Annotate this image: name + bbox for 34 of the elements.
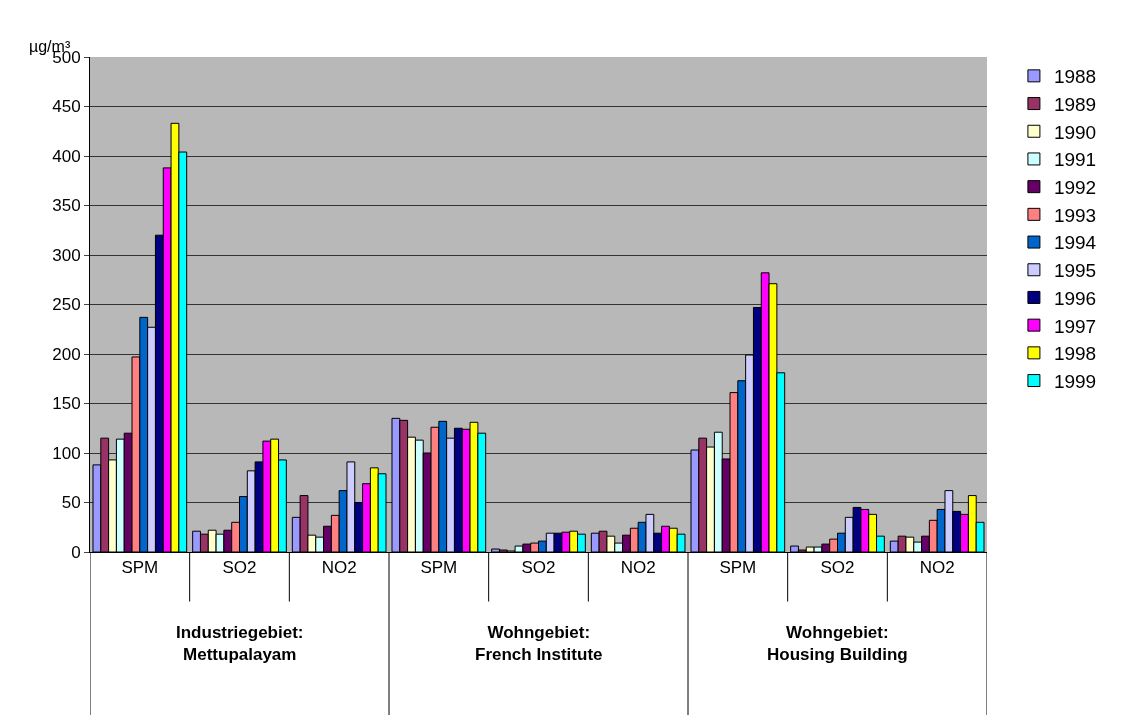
text: Wohngebiet: Housing Building bbox=[767, 623, 908, 665]
legend-label: 1993 bbox=[1053, 204, 1097, 226]
legend-label: 1999 bbox=[1053, 370, 1097, 392]
y-tick-label: 450 bbox=[52, 97, 81, 117]
legend-label: 1995 bbox=[1053, 260, 1097, 282]
y-tick-label: 400 bbox=[52, 146, 81, 166]
legend-label: 1990 bbox=[1053, 121, 1097, 143]
y-tick-label: 350 bbox=[52, 196, 81, 216]
x-tick-label: SPM bbox=[719, 558, 757, 578]
x-tick-label: SO2 bbox=[820, 558, 855, 578]
x-tick-label: SO2 bbox=[222, 558, 257, 578]
x-tick-label: SPM bbox=[121, 558, 159, 578]
y-tick-label: 250 bbox=[52, 295, 81, 315]
y-tick-label: 300 bbox=[52, 245, 81, 265]
legend-label: 1991 bbox=[1053, 149, 1097, 171]
legend-label: 1994 bbox=[1053, 232, 1097, 254]
y-tick-label: 50 bbox=[61, 493, 81, 513]
legend-label: 1998 bbox=[1053, 343, 1097, 365]
legend-label: 1988 bbox=[1053, 66, 1097, 88]
y-tick-label: 100 bbox=[52, 443, 81, 463]
y-tick-label: 0 bbox=[71, 542, 81, 562]
legend-label: 1996 bbox=[1053, 287, 1097, 309]
x-tick-label: SO2 bbox=[521, 558, 556, 578]
text: Wohngebiet: French Institute bbox=[475, 623, 603, 665]
text: Industriegebiet: Mettupalayam bbox=[176, 623, 304, 665]
x-tick-label: SPM bbox=[420, 558, 458, 578]
x-tick-label: NO2 bbox=[919, 558, 955, 578]
legend-label: 1989 bbox=[1053, 93, 1097, 115]
legend-label: 1997 bbox=[1053, 315, 1097, 337]
x-tick-label: NO2 bbox=[321, 558, 357, 578]
legend-label: 1992 bbox=[1053, 177, 1097, 199]
y-tick-label: 150 bbox=[52, 394, 81, 414]
y-tick-label: 200 bbox=[52, 344, 81, 364]
x-tick-label: NO2 bbox=[620, 558, 656, 578]
